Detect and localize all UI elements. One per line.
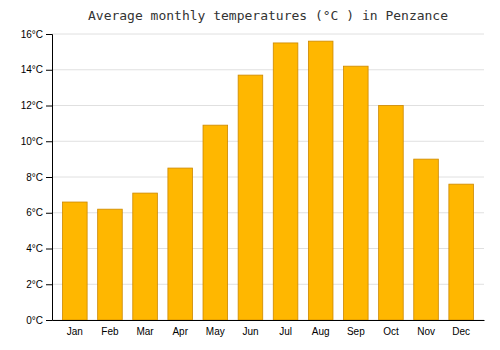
x-tick-label: Aug [312, 326, 330, 337]
y-axis: 0°C 2°C 4°C 6°C 8°C 10°C 12°C 14°C 16°C [21, 29, 53, 326]
chart-svg: 0°C 2°C 4°C 6°C 8°C 10°C 12°C 14°C 16°C Jan Feb Mar… [0, 0, 500, 350]
x-tick: Nov [417, 326, 435, 337]
bars [63, 41, 474, 320]
bar [203, 125, 228, 320]
y-axis-line [46, 35, 53, 321]
y-tick-mark [46, 177, 52, 178]
x-tick-label: Nov [417, 326, 435, 337]
y-tick: 0°C [26, 315, 52, 326]
bar [98, 209, 123, 320]
y-tick-mark [46, 141, 52, 142]
y-tick-label: 10°C [21, 136, 43, 147]
x-tick: Dec [452, 326, 470, 337]
y-tick: 10°C [21, 136, 52, 147]
grid [52, 34, 484, 320]
y-tick: 6°C [26, 207, 52, 218]
x-tick-label: Mar [136, 326, 154, 337]
bar [308, 41, 333, 320]
x-tick: Sep [347, 326, 365, 337]
bar [63, 202, 88, 320]
y-tick: 2°C [26, 279, 52, 290]
bar [238, 75, 263, 320]
x-tick-label: May [206, 326, 225, 337]
x-tick: Feb [101, 326, 119, 337]
x-tick: Aug [312, 326, 330, 337]
x-tick-label: Jun [242, 326, 258, 337]
x-tick-label: Feb [101, 326, 119, 337]
y-tick: 4°C [26, 243, 52, 254]
plot: 0°C 2°C 4°C 6°C 8°C 10°C 12°C 14°C 16°C Jan Feb Mar… [21, 29, 485, 337]
x-axis: Jan Feb Mar Apr May Jun Jul Aug Sep Oct Nov Dec [53, 321, 485, 338]
bar [449, 184, 474, 320]
y-tick-label: 6°C [26, 207, 43, 218]
x-tick-label: Jan [67, 326, 83, 337]
x-tick: Oct [383, 326, 399, 337]
grid-line [52, 141, 484, 142]
y-tick-mark [46, 249, 52, 250]
y-tick: 8°C [26, 172, 52, 183]
y-tick-label: 0°C [26, 315, 43, 326]
y-tick: 16°C [21, 29, 52, 40]
y-tick: 12°C [21, 100, 52, 111]
x-axis-line [53, 320, 485, 321]
chart-container: 0°C 2°C 4°C 6°C 8°C 10°C 12°C 14°C 16°C Jan Feb Mar… [0, 0, 500, 350]
x-tick-label: Sep [347, 326, 365, 337]
y-tick-mark [46, 213, 52, 214]
x-tick-label: Dec [452, 326, 470, 337]
x-tick: Jun [242, 326, 258, 337]
x-tick: Apr [172, 326, 188, 337]
y-tick-mark [46, 70, 52, 71]
y-tick-label: 16°C [21, 29, 43, 40]
bar [273, 43, 298, 320]
y-tick-label: 12°C [21, 100, 43, 111]
bar [379, 106, 404, 321]
grid-line [52, 34, 484, 35]
y-tick-label: 4°C [26, 243, 43, 254]
y-tick-label: 8°C [26, 172, 43, 183]
y-tick-mark [46, 284, 52, 285]
bar [414, 159, 439, 320]
y-tick-mark [46, 320, 52, 321]
bar [344, 66, 369, 320]
y-tick-label: 2°C [26, 279, 43, 290]
y-tick-mark [46, 34, 52, 35]
x-tick: Mar [136, 326, 154, 337]
x-tick: May [206, 326, 225, 337]
bar [168, 168, 193, 320]
y-tick-mark [46, 106, 52, 107]
y-tick-label: 14°C [21, 64, 43, 75]
grid-line [52, 105, 484, 106]
x-tick-label: Jul [279, 326, 292, 337]
x-tick-label: Oct [383, 326, 399, 337]
x-tick: Jan [67, 326, 83, 337]
x-tick-label: Apr [172, 326, 188, 337]
x-tick: Jul [279, 326, 292, 337]
bar [133, 193, 158, 320]
title: Average monthly temperatures (°C ) in Pe… [88, 8, 448, 23]
y-tick: 14°C [21, 64, 52, 75]
grid-line [52, 69, 484, 70]
